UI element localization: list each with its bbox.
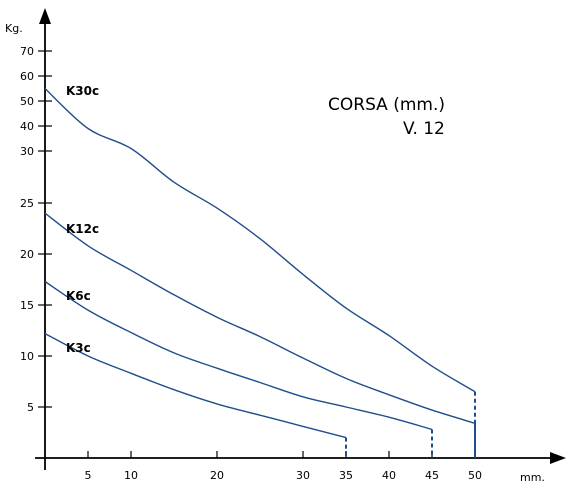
x-tick-label: 45 <box>425 469 439 482</box>
y-tick-label: 30 <box>20 145 34 158</box>
series-label: K12c <box>66 222 99 236</box>
y-tick-label: 10 <box>20 350 34 363</box>
y-tick-label: 5 <box>27 401 34 414</box>
series-line <box>44 280 433 431</box>
series-line <box>44 212 476 424</box>
y-tick-label: 20 <box>20 248 34 261</box>
y-axis-arrow <box>39 8 51 24</box>
series-line <box>44 87 476 393</box>
y-tick-label: 25 <box>20 197 34 210</box>
y-axis-label: Kg. <box>5 22 23 35</box>
y-tick-label: 70 <box>20 45 34 58</box>
x-tick-label: 5 <box>85 469 92 482</box>
annotation-line-1: CORSA (mm.) <box>328 95 445 115</box>
x-axis-label: mm. <box>520 471 545 484</box>
series-line <box>44 332 347 439</box>
x-tick-label: 50 <box>468 469 482 482</box>
x-tick-label: 35 <box>339 469 353 482</box>
x-tick-label: 20 <box>210 469 224 482</box>
series-label: K6c <box>66 289 91 303</box>
y-tick-label: 15 <box>20 299 34 312</box>
series-curves <box>44 87 476 458</box>
x-tick-label: 30 <box>296 469 310 482</box>
x-ticks: 5 10 20 30 35 40 45 50 <box>85 451 482 482</box>
y-tick-label: 60 <box>20 70 34 83</box>
y-ticks: 5 10 15 20 25 30 40 50 60 70 <box>20 45 52 414</box>
y-tick-label: 40 <box>20 120 34 133</box>
series-labels: K30c K12c K6c K3c <box>66 84 99 355</box>
x-axis-arrow <box>550 452 566 464</box>
series-label: K3c <box>66 341 91 355</box>
x-tick-label: 10 <box>124 469 138 482</box>
y-tick-label: 50 <box>20 95 34 108</box>
x-tick-label: 40 <box>382 469 396 482</box>
series-label: K30c <box>66 84 99 98</box>
annotation-line-2: V. 12 <box>403 119 445 139</box>
